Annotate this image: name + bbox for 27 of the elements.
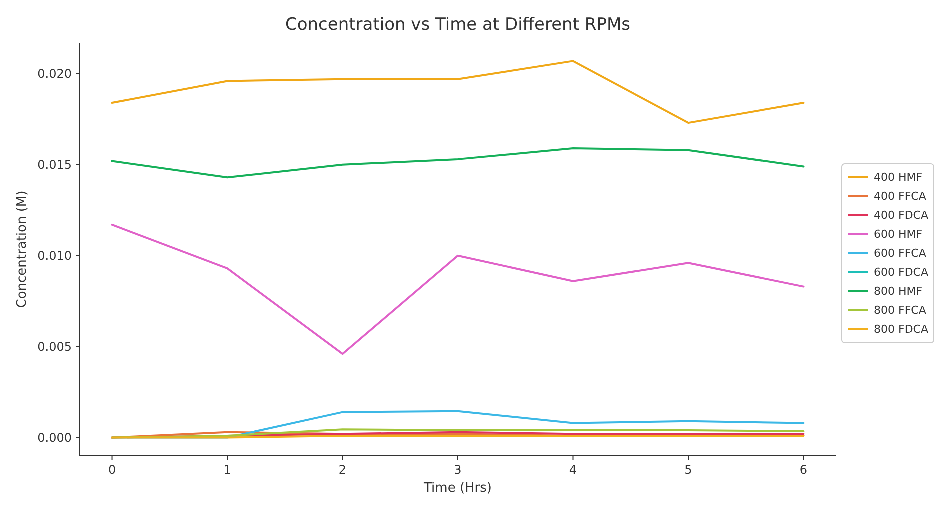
x-tick-label: 3 [454, 463, 462, 477]
y-tick-label: 0.000 [38, 431, 72, 446]
chart-title: Concentration vs Time at Different RPMs [286, 15, 631, 35]
legend-label: 400 HMF [874, 170, 923, 184]
y-tick-label: 0.010 [38, 249, 72, 264]
y-tick-label: 0.020 [38, 67, 72, 82]
line-series [111, 148, 805, 179]
legend-label: 800 FDCA [874, 322, 929, 336]
legend-label: 400 FFCA [874, 190, 927, 203]
x-tick-label: 2 [338, 463, 347, 477]
x-tick-label: 5 [684, 463, 692, 477]
line-series [111, 224, 805, 356]
legend-label: 800 FFCA [874, 304, 927, 317]
y-tick-label: 0.015 [38, 158, 72, 172]
legend-label: 600 HMF [874, 228, 923, 241]
line-series [111, 60, 805, 124]
x-axis-title: Time (Hrs) [423, 481, 492, 496]
x-tick-label: 0 [108, 463, 116, 477]
legend-label: 600 FDCA [874, 266, 929, 279]
x-tick-label: 1 [224, 463, 232, 477]
x-tick-label: 4 [569, 463, 578, 477]
y-tick-label: 0.005 [38, 340, 72, 354]
x-tick-label: 6 [800, 463, 808, 477]
legend-label: 800 HMF [874, 284, 923, 298]
legend-label: 400 FDCA [874, 208, 929, 222]
y-axis-title: Concentration (M) [15, 190, 30, 308]
legend-label: 600 FFCA [874, 246, 927, 260]
